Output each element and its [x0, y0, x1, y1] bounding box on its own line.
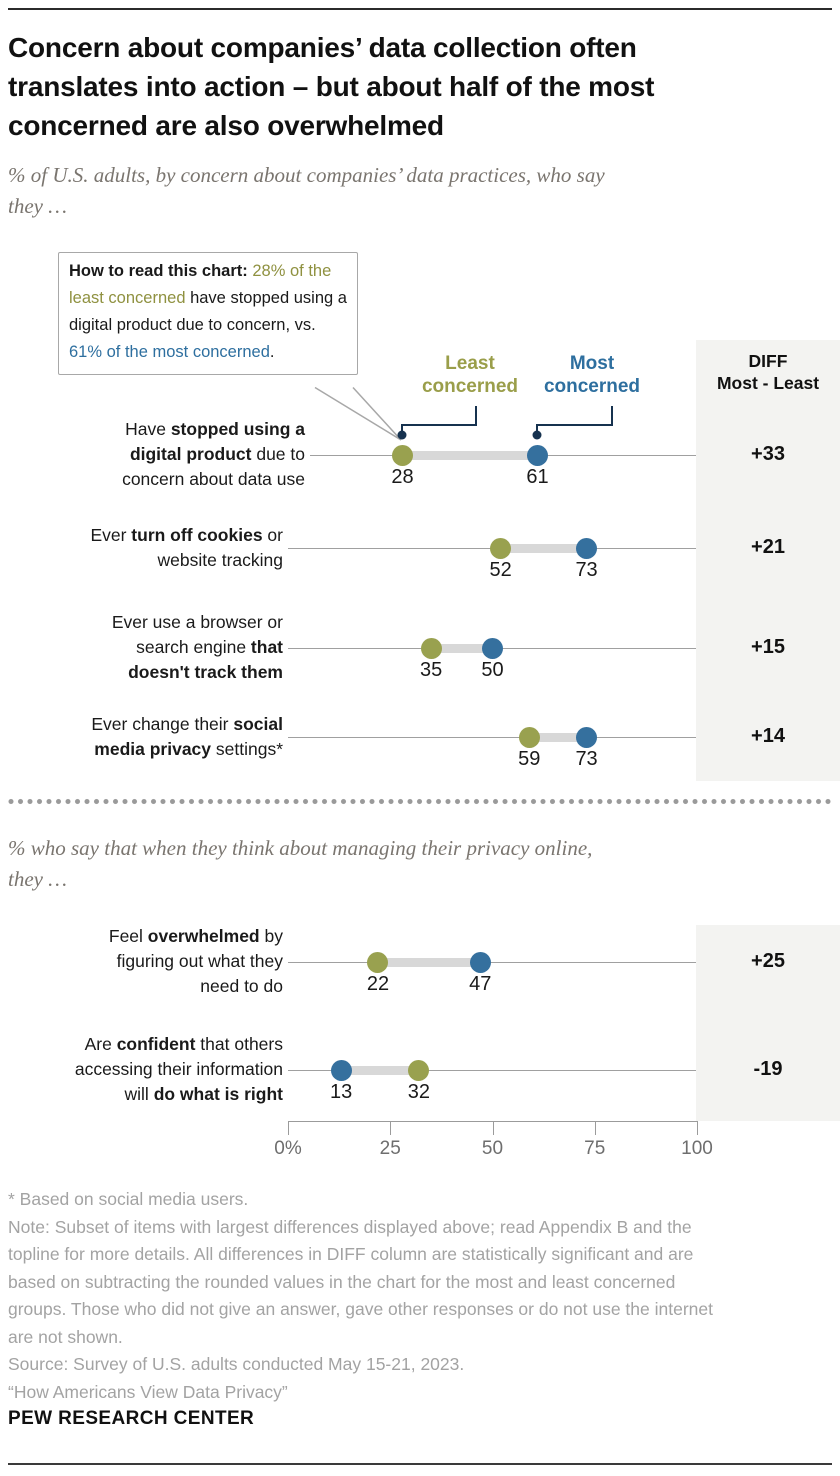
row-label: Feel overwhelmed by figuring out what the… — [108, 926, 283, 996]
x-axis-tick-label: 100 — [681, 1138, 713, 1159]
least-legend-anchor-dot — [397, 430, 407, 440]
page-title: Concern about companies’ data collection… — [8, 32, 655, 141]
row-baseline — [288, 547, 696, 549]
most-concerned-dot — [526, 444, 548, 466]
dumbbell-connector-bar — [431, 643, 493, 653]
row-label: Are confident that others accessing their… — [74, 1034, 283, 1104]
diff-panel-section-2 — [696, 925, 840, 1121]
dumbbell-connector-bar — [402, 450, 538, 460]
least-value-label: 22 — [366, 973, 390, 995]
least-concerned-dot — [490, 537, 512, 559]
row-baseline — [288, 647, 696, 649]
callout-text-part: 61% of the most concerned — [69, 343, 270, 361]
top-rule — [8, 8, 832, 10]
row-baseline — [288, 736, 696, 738]
x-axis-tick-label: 0% — [274, 1138, 302, 1159]
diff-column-header: DIFF Most - Least — [716, 351, 820, 393]
least-value-label: 35 — [420, 659, 443, 681]
least-concerned-dot — [408, 1059, 430, 1081]
dumbbell-connector-bar — [529, 732, 587, 742]
chart-subtitle-2: % who say that when they think about man… — [8, 836, 593, 891]
x-axis-tick — [390, 1121, 392, 1135]
chart-subtitle-1: % of U.S. adults, by concern about compa… — [8, 163, 605, 218]
least-legend-connector-line — [401, 406, 477, 431]
report-title-note: “How Americans View Data Privacy” — [8, 1381, 288, 1402]
most-concerned-dot — [330, 1059, 352, 1081]
most-concerned-dot — [469, 951, 491, 973]
source-note: Source: Survey of U.S. adults conducted … — [8, 1354, 465, 1374]
row-baseline — [288, 1069, 696, 1071]
note-text: Note: Subset of items with largest diffe… — [8, 1216, 713, 1347]
callout-text-part: have stopped using a digital product due… — [69, 289, 347, 334]
x-axis-tick — [594, 1121, 596, 1135]
dumbbell-connector-bar — [341, 1065, 419, 1075]
most-legend-connector-line — [536, 406, 613, 431]
x-axis-tick — [492, 1121, 494, 1135]
callout-text-part: How to read this chart: — [69, 262, 253, 280]
legend-least-concerned: Least concerned — [421, 353, 519, 397]
least-concerned-dot — [392, 444, 414, 466]
most-concerned-dot — [576, 537, 598, 559]
least-concerned-dot — [420, 637, 442, 659]
footnotes: * Based on social media users. Note: Sub… — [8, 1186, 820, 1406]
callout-tail-pointer — [314, 386, 402, 441]
least-value-label: 32 — [407, 1081, 430, 1103]
dumbbell-connector-bar — [500, 543, 587, 553]
callout-text-part: . — [269, 343, 275, 361]
x-axis-tick — [697, 1121, 698, 1135]
x-axis-tick-label: 50 — [481, 1138, 504, 1159]
least-value-label: 28 — [391, 466, 414, 488]
dotted-section-divider — [8, 798, 832, 805]
row-label: Have stopped using a digital product due … — [122, 419, 305, 489]
row-baseline — [310, 454, 696, 456]
x-axis-tick-label: 75 — [584, 1138, 606, 1159]
most-value-label: 73 — [575, 559, 598, 581]
x-axis-line — [288, 1121, 698, 1122]
legend-most-concerned: Most concerned — [543, 353, 641, 397]
least-concerned-dot — [367, 951, 389, 973]
most-value-label: 61 — [526, 466, 549, 488]
row-baseline — [288, 961, 696, 963]
most-value-label: 73 — [575, 748, 598, 770]
x-axis-tick-label: 25 — [379, 1138, 401, 1159]
row-label: Ever turn off cookies or website tracking — [90, 524, 283, 570]
asterisk-note: * Based on social media users. — [8, 1189, 249, 1209]
most-value-label: 50 — [481, 659, 504, 681]
most-concerned-dot — [482, 637, 503, 659]
least-value-label: 52 — [489, 559, 512, 581]
diff-panel-section-1 — [696, 340, 840, 781]
callout-text-part: 28% of the least concerned — [69, 262, 332, 307]
most-legend-anchor-dot — [532, 430, 542, 440]
x-axis-tick — [288, 1121, 289, 1135]
pew-research-center-logo: PEW RESEARCH CENTER — [8, 1408, 255, 1429]
most-value-label: 13 — [330, 1081, 353, 1103]
most-concerned-dot — [576, 726, 598, 748]
least-concerned-dot — [518, 726, 540, 748]
bottom-rule — [8, 1463, 832, 1465]
row-label: Ever change their social media privacy se… — [91, 713, 283, 759]
how-to-read-callout: How to read this chart: 28% of the least… — [58, 252, 358, 375]
most-value-label: 47 — [469, 973, 492, 995]
row-label: Ever use a browser or search engine that d… — [111, 612, 283, 682]
least-value-label: 59 — [518, 748, 541, 770]
dumbbell-connector-bar — [377, 957, 481, 967]
